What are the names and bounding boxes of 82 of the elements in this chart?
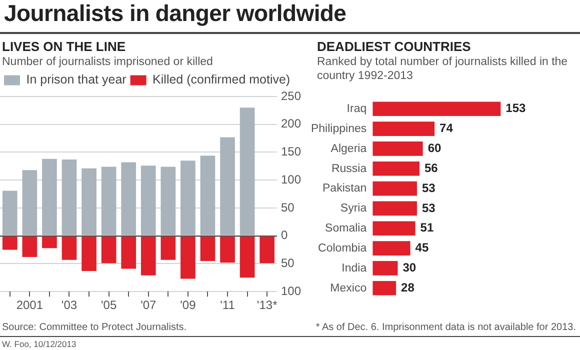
bar (220, 236, 235, 263)
bar (200, 236, 216, 261)
chart-subtitle: Number of journalists imprisoned or killed (2, 55, 213, 69)
bar (372, 280, 396, 296)
text: * As of Dec. 6. Imprisonment data is not available for 2013. (316, 322, 576, 333)
y-tick-label: Mexico (330, 282, 367, 294)
y-tick-label: Russia (331, 162, 368, 175)
y-tick-label: 250 (280, 88, 302, 103)
bar (140, 236, 156, 276)
source-note: Source: Committee to Protect Journalists. (2, 322, 187, 333)
bar (2, 236, 18, 250)
bar (372, 142, 423, 156)
chart-title: LIVES ON THE LINE (2, 39, 126, 54)
data-label: 30 (402, 260, 416, 275)
y-tick-label: 100 (280, 172, 302, 186)
bar (42, 158, 57, 236)
bar (372, 201, 417, 216)
y-tick-label: 150 (280, 144, 302, 159)
bar (2, 190, 18, 236)
bar (372, 221, 416, 236)
bar (140, 166, 156, 236)
data-label: 53 (422, 200, 436, 215)
bar (240, 108, 255, 236)
data-label: 51 (420, 220, 434, 235)
y-tick-label: Syria (340, 202, 368, 215)
bar (22, 236, 38, 258)
y-tick-label: 50 (280, 200, 295, 214)
bar (22, 170, 38, 236)
y-tick-label: Algeria (330, 142, 368, 155)
bar (372, 102, 501, 116)
data-label: 56 (424, 160, 438, 175)
y-tick-label: 0 (280, 228, 288, 242)
y-tick-label: Colombia (318, 242, 368, 254)
x-tick-label: '09 (180, 298, 196, 312)
bar (42, 236, 57, 248)
data-label: 45 (415, 240, 429, 255)
y-tick-label: 50 (280, 256, 295, 270)
bar (372, 181, 417, 196)
y-tick-label: 100 (280, 284, 302, 298)
x-tick-label: '07 (140, 298, 157, 312)
bar (62, 159, 77, 236)
bar (121, 236, 136, 269)
bar (160, 166, 176, 236)
data-label: 28 (401, 280, 415, 294)
text: Journalists in danger worldwide (4, 0, 346, 27)
bar (372, 261, 398, 276)
data-label: 60 (428, 141, 442, 156)
chart-subtitle: Ranked by total number of journalists killed in the country 1992-2013 (317, 55, 569, 83)
data-label: 53 (422, 180, 436, 195)
text: W. Foo, 10/12/2013 (2, 339, 76, 349)
y-tick-label: Somalia (325, 222, 368, 235)
bar (200, 156, 216, 236)
bar (82, 236, 96, 271)
x-tick-label: '03 (61, 298, 78, 312)
bar (240, 236, 255, 278)
x-tick-label: 2001 (16, 298, 44, 312)
x-tick-label: '11 (220, 298, 236, 312)
bar (82, 168, 96, 236)
bar (121, 162, 136, 236)
bar (372, 122, 435, 136)
y-tick-label: India (342, 262, 368, 274)
y-tick-label: 200 (280, 116, 302, 131)
data-label: 74 (440, 121, 454, 136)
bar (62, 236, 77, 260)
bar (372, 241, 410, 256)
bar (372, 161, 420, 176)
y-tick-label: Pakistan (322, 182, 367, 195)
chart-title: DEADLIEST COUNTRIES (317, 39, 471, 54)
y-tick-label: Philippines (310, 122, 367, 135)
data-label: 153 (506, 101, 526, 116)
bar (260, 236, 275, 264)
legend-label: In prison that year (26, 72, 126, 87)
legend-label: Killed (confirmed motive) (152, 72, 290, 87)
bar (101, 236, 116, 264)
bar (180, 160, 196, 236)
bar (220, 137, 235, 236)
y-tick-label: Iraq (346, 103, 367, 116)
bar (180, 236, 196, 279)
x-tick-label: '05 (100, 298, 117, 312)
bar (160, 236, 176, 260)
x-tick-label: '13* (256, 298, 278, 312)
bar (101, 166, 116, 236)
